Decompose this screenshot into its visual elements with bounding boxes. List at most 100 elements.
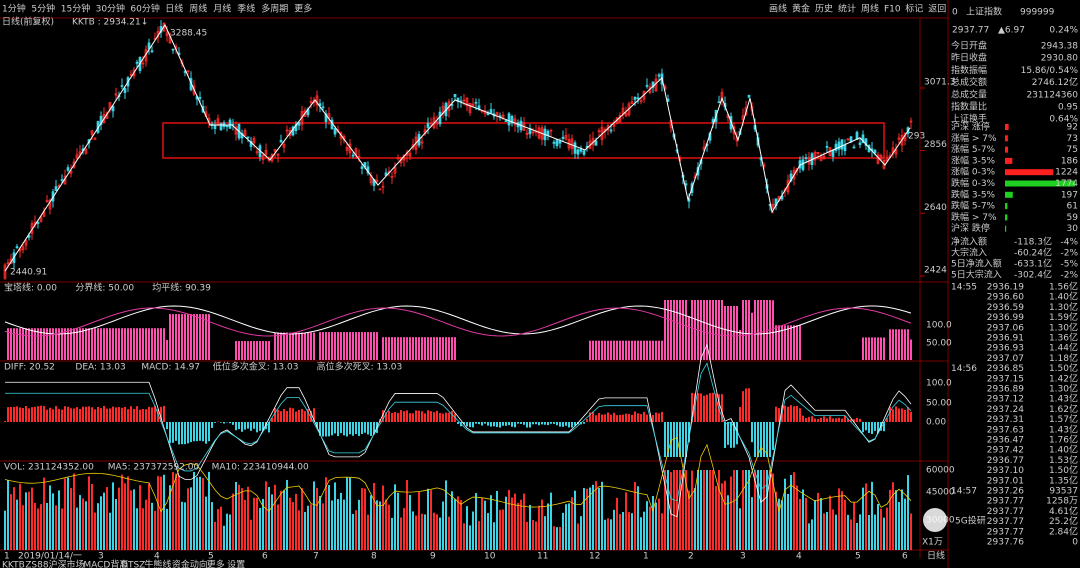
panel-legend: MA5: 237372592.00 — [108, 463, 200, 473]
candle-body — [720, 92, 724, 101]
volume-bar — [328, 485, 330, 550]
period-tab[interactable]: 1分钟 — [2, 3, 26, 15]
bottom-tab[interactable]: 更多 — [207, 559, 225, 568]
tool-tab[interactable]: 统计 — [838, 3, 856, 15]
macd-bar — [331, 422, 333, 436]
macd-bar — [496, 422, 498, 427]
macd-bar — [904, 409, 906, 422]
volume-bar — [250, 519, 252, 550]
macd-bar — [343, 422, 345, 436]
quote-price: 2937.77 — [952, 26, 989, 36]
volume-bar — [79, 495, 81, 550]
period-tab[interactable]: 15分钟 — [61, 3, 90, 15]
volume-bar — [202, 478, 204, 550]
trade-price: 2937.76 — [987, 538, 1024, 548]
macd-bar — [364, 422, 366, 433]
macd-bar — [31, 407, 33, 422]
volume-bar — [76, 507, 78, 550]
macd-bar — [730, 422, 732, 448]
volume-bar — [700, 470, 702, 550]
macd-bar — [61, 409, 63, 422]
macd-bar — [43, 406, 45, 422]
tool-tab[interactable]: 标记 — [905, 3, 923, 15]
tool-tab[interactable]: F10 — [884, 5, 901, 15]
period-tab[interactable]: 月线 — [213, 3, 231, 15]
tool-tab[interactable]: 周线 — [861, 3, 879, 15]
volume-bar — [190, 487, 192, 550]
rsi-spike — [19, 328, 21, 360]
panel-legend: MA10: 223410944.00 — [212, 463, 309, 473]
volume-bar — [301, 488, 303, 550]
macd-bar — [151, 407, 153, 422]
date-label: 4 — [154, 552, 160, 562]
volume-bar — [451, 491, 453, 550]
candle-body — [264, 150, 268, 155]
bottom-tab[interactable]: MACD背离 — [83, 559, 128, 568]
macd-bar — [472, 422, 474, 428]
trade-price: 2937.07 — [987, 354, 1024, 364]
tool-tab[interactable]: 画线 — [769, 3, 787, 15]
period-tab[interactable]: 季线 — [237, 3, 255, 15]
rsi-spike — [361, 332, 363, 360]
tool-tab[interactable]: 返回 — [928, 3, 946, 15]
rsi-spike — [139, 328, 141, 360]
macd-bar — [679, 422, 681, 457]
rsi-spike — [877, 337, 879, 360]
macd-bar — [787, 406, 789, 422]
rsi-spike — [676, 300, 678, 360]
volume-bar — [34, 502, 36, 550]
period-tab[interactable]: 周线 — [189, 3, 207, 15]
bottom-tab[interactable]: 设置 — [227, 560, 245, 568]
volume-bar — [595, 481, 597, 550]
macd-bar — [640, 414, 642, 422]
volume-bar — [853, 501, 855, 550]
volume-bar — [184, 502, 186, 550]
period-tab[interactable]: 日线 — [165, 3, 183, 15]
macd-bar — [307, 409, 309, 422]
period-tab[interactable]: 多周期 — [261, 3, 288, 15]
macd-bar — [292, 408, 294, 422]
candle-body — [75, 154, 79, 159]
macd-bar — [46, 409, 48, 422]
rsi-spike — [616, 340, 618, 360]
candle-body — [864, 138, 868, 146]
bottom-tab[interactable]: DTSZ — [121, 561, 145, 568]
rsi-spike — [640, 340, 642, 360]
macd-bar — [67, 406, 69, 422]
rsi-spike — [184, 314, 186, 360]
period-tab[interactable]: 30分钟 — [96, 3, 125, 15]
bottom-tab[interactable]: 资金动向 — [172, 559, 208, 568]
dist-bar — [1005, 180, 1075, 187]
rsi-spike — [388, 337, 390, 360]
period-tab[interactable]: 更多 — [294, 3, 312, 15]
volume-bar — [754, 470, 756, 550]
bottom-tab[interactable]: ZS88 — [25, 561, 49, 568]
candle-body — [843, 144, 847, 152]
volume-bar — [622, 511, 624, 550]
tool-tab[interactable]: 历史 — [815, 3, 833, 15]
bottom-tab[interactable]: 牛熊线 — [144, 559, 171, 568]
volume-bar — [820, 498, 822, 550]
candle-body — [468, 103, 472, 113]
rsi-spike — [313, 332, 315, 360]
period-tab[interactable]: 60分钟 — [130, 3, 159, 15]
panel-legend: MACD: 14.97 — [141, 363, 200, 373]
period-tab[interactable]: 5分钟 — [31, 3, 55, 15]
macd-bar — [304, 411, 306, 422]
macd-bar — [412, 413, 414, 422]
stat-label: 指数量比 — [951, 101, 987, 113]
volume-bar — [340, 492, 342, 550]
volume-bar — [388, 504, 390, 550]
tool-tab[interactable]: 黄金 — [792, 3, 810, 15]
volume-bar — [151, 502, 153, 550]
bottom-tab[interactable]: 沪深市场 — [49, 559, 85, 568]
macd-bar — [169, 422, 171, 444]
volume-bar — [649, 506, 651, 550]
rsi-spike — [190, 314, 192, 360]
bottom-tab[interactable]: KKTB — [2, 561, 25, 568]
trade-time: 14:57 — [951, 487, 977, 497]
rsi-spike — [25, 328, 27, 360]
macd-bar — [73, 408, 75, 422]
candle-body — [501, 114, 505, 120]
rsi-spike — [37, 328, 39, 360]
